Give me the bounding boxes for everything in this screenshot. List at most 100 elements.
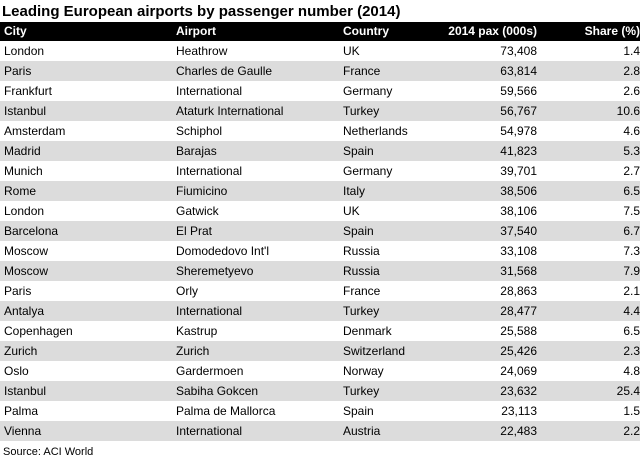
table-row: Munich International Germany 39,701 2.7 (0, 161, 640, 181)
cell-share: 2.3 (623, 344, 640, 358)
cell-city: Frankfurt (4, 84, 53, 98)
cell-country: Turkey (343, 384, 380, 398)
table-row: Copenhagen Kastrup Denmark 25,588 6.5 (0, 321, 640, 341)
cell-pax: 38,106 (500, 204, 537, 218)
cell-city: Palma (4, 404, 39, 418)
cell-country: Denmark (343, 324, 392, 338)
table-row: Palma Palma de Mallorca Spain 23,113 1.5 (0, 401, 640, 421)
cell-airport: Orly (176, 284, 198, 298)
cell-airport: International (176, 304, 243, 318)
cell-pax: 54,978 (500, 124, 537, 138)
table-row: Paris Orly France 28,863 2.1 (0, 281, 640, 301)
column-header-country: Country (343, 24, 389, 38)
cell-share: 1.5 (623, 404, 640, 418)
cell-airport: Barajas (176, 144, 217, 158)
cell-share: 4.4 (623, 304, 640, 318)
cell-airport: Zurich (176, 344, 210, 358)
cell-country: Spain (343, 144, 374, 158)
cell-city: Rome (4, 184, 37, 198)
cell-city: Moscow (4, 244, 49, 258)
cell-pax: 22,483 (500, 424, 537, 438)
cell-share: 6.5 (623, 324, 640, 338)
cell-airport: Kastrup (176, 324, 218, 338)
cell-share: 4.6 (623, 124, 640, 138)
cell-city: Munich (4, 164, 43, 178)
cell-airport: Sabiha Gokcen (176, 384, 259, 398)
cell-airport: Palma de Mallorca (176, 404, 276, 418)
cell-airport: Ataturk International (176, 104, 284, 118)
cell-airport: International (176, 164, 243, 178)
cell-share: 5.3 (623, 144, 640, 158)
cell-airport: International (176, 424, 243, 438)
table-row: Rome Fiumicino Italy 38,506 6.5 (0, 181, 640, 201)
cell-pax: 31,568 (500, 264, 537, 278)
table-title: Leading European airports by passenger n… (2, 3, 401, 20)
table-row: Oslo Gardermoen Norway 24,069 4.8 (0, 361, 640, 381)
cell-city: Copenhagen (4, 324, 73, 338)
cell-country: Netherlands (343, 124, 408, 138)
cell-city: Istanbul (4, 104, 47, 118)
cell-airport: International (176, 84, 243, 98)
cell-pax: 23,113 (501, 404, 537, 418)
cell-city: Paris (4, 64, 32, 78)
cell-pax: 28,863 (500, 284, 537, 298)
table-row: Moscow Sheremetyevo Russia 31,568 7.9 (0, 261, 640, 281)
cell-city: Oslo (4, 364, 29, 378)
cell-airport: Domodedovo Int'l (176, 244, 270, 258)
cell-city: Istanbul (4, 384, 47, 398)
cell-pax: 38,506 (500, 184, 537, 198)
table-header-row: City Airport Country 2014 pax (000s) Sha… (0, 22, 640, 41)
cell-share: 6.7 (623, 224, 640, 238)
cell-city: Barcelona (4, 224, 59, 238)
table-row: Barcelona El Prat Spain 37,540 6.7 (0, 221, 640, 241)
cell-city: Paris (4, 284, 32, 298)
cell-city: Vienna (4, 424, 42, 438)
cell-country: France (343, 64, 381, 78)
cell-airport: Sheremetyevo (176, 264, 254, 278)
cell-share: 25.4 (616, 384, 640, 398)
cell-airport: El Prat (176, 224, 213, 238)
cell-country: Spain (343, 224, 374, 238)
column-header-pax: 2014 pax (000s) (448, 24, 537, 38)
cell-city: London (4, 204, 45, 218)
cell-pax: 28,477 (500, 304, 537, 318)
cell-country: Russia (343, 244, 380, 258)
cell-pax: 39,701 (500, 164, 537, 178)
cell-pax: 25,426 (500, 344, 537, 358)
cell-pax: 33,108 (500, 244, 537, 258)
cell-city: Amsterdam (4, 124, 66, 138)
table-row: Frankfurt International Germany 59,566 2.6 (0, 81, 640, 101)
cell-pax: 56,767 (500, 104, 537, 118)
cell-airport: Heathrow (176, 44, 228, 58)
table-row: London Gatwick UK 38,106 7.5 (0, 201, 640, 221)
cell-pax: 73,408 (500, 44, 537, 58)
cell-share: 1.4 (623, 44, 640, 58)
cell-airport: Schiphol (176, 124, 223, 138)
cell-country: France (343, 284, 381, 298)
cell-share: 4.8 (623, 364, 640, 378)
cell-share: 7.9 (623, 264, 640, 278)
cell-city: Antalya (4, 304, 45, 318)
source-note: Source: ACI World (3, 446, 94, 458)
cell-country: UK (343, 44, 360, 58)
table-row: Madrid Barajas Spain 41,823 5.3 (0, 141, 640, 161)
cell-pax: 59,566 (500, 84, 537, 98)
cell-share: 10.6 (616, 104, 640, 118)
table-row: Vienna International Austria 22,483 2.2 (0, 421, 640, 441)
cell-country: Turkey (343, 304, 380, 318)
table-row: Zurich Zurich Switzerland 25,426 2.3 (0, 341, 640, 361)
table-row: Amsterdam Schiphol Netherlands 54,978 4.6 (0, 121, 640, 141)
cell-share: 2.6 (623, 84, 640, 98)
cell-country: UK (343, 204, 360, 218)
cell-share: 7.5 (623, 204, 640, 218)
cell-share: 7.3 (623, 244, 640, 258)
cell-share: 2.1 (623, 284, 640, 298)
cell-airport: Charles de Gaulle (176, 64, 273, 78)
cell-airport: Gardermoen (176, 364, 244, 378)
table-row: Istanbul Sabiha Gokcen Turkey 23,632 25.4 (0, 381, 640, 401)
cell-country: Spain (343, 404, 374, 418)
cell-country: Germany (343, 164, 393, 178)
table-row: Paris Charles de Gaulle France 63,814 2.8 (0, 61, 640, 81)
cell-pax: 23,632 (500, 384, 537, 398)
cell-country: Switzerland (343, 344, 406, 358)
